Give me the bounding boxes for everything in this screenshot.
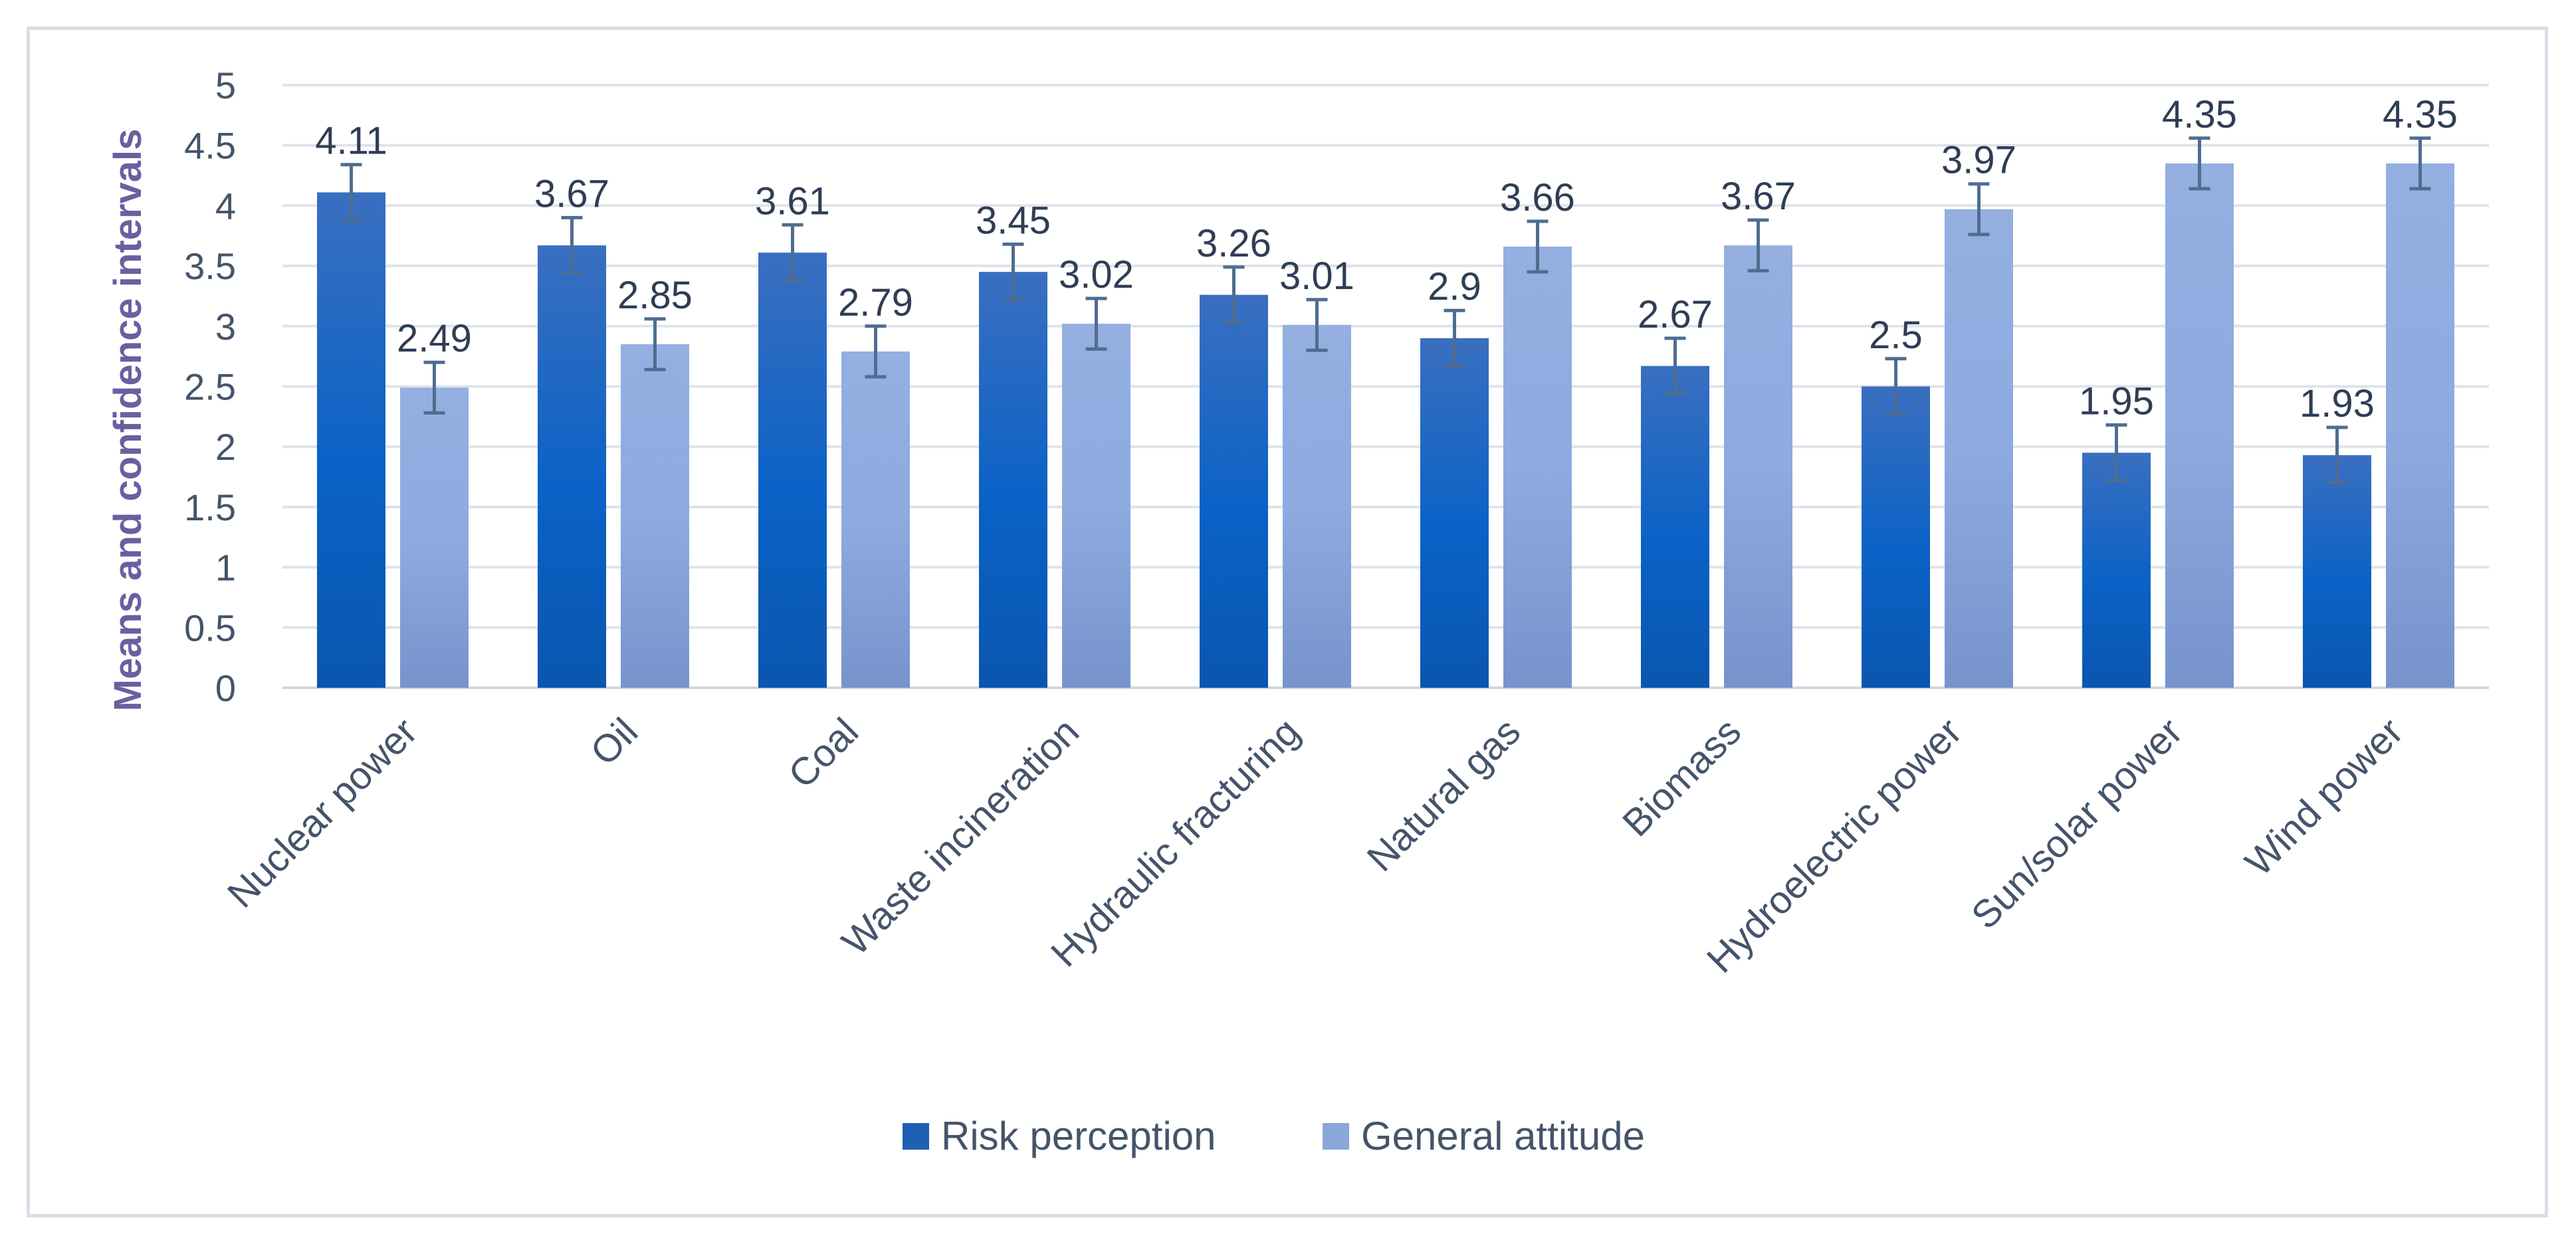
legend-swatch-general-attitude xyxy=(1323,1123,1349,1150)
category-label: Coal xyxy=(780,710,867,796)
data-label-risk-perception: 2.67 xyxy=(1638,293,1713,336)
category-label: Wind power xyxy=(2237,710,2412,884)
category-label: Sun/solar power xyxy=(1963,710,2191,937)
bar-general-attitude xyxy=(1945,209,2013,688)
bar-general-attitude xyxy=(1062,324,1130,688)
data-labels: 4.11 2.49 3.67 2.85 3.61 2.79 3.453.02 3.263.01… xyxy=(315,93,2458,425)
bar-risk-perception xyxy=(758,253,827,688)
bar-general-attitude xyxy=(1724,245,1792,688)
data-label-risk-perception: 4.11 xyxy=(315,120,387,163)
bar-general-attitude xyxy=(841,351,910,688)
bar-risk-perception xyxy=(2082,453,2151,688)
legend-label-general-attitude: General attitude xyxy=(1361,1114,1645,1158)
data-label-risk-perception: 3.67 xyxy=(534,173,609,216)
data-label-general-attitude: 2.85 xyxy=(617,274,693,317)
bar-risk-perception xyxy=(1862,386,1930,688)
bar-risk-perception xyxy=(538,245,606,688)
legend-swatch-risk-perception xyxy=(903,1123,929,1150)
y-tick-label: 5 xyxy=(215,64,236,106)
data-label-general-attitude: 3.01 xyxy=(1279,255,1354,298)
legend-label-risk-perception: Risk perception xyxy=(941,1114,1216,1158)
bar-general-attitude xyxy=(1283,324,1351,688)
data-label-general-attitude: 3.02 xyxy=(1059,253,1134,296)
y-axis-ticks: 0 0.5 1 1.5 2 2.5 3 3.5 4 4.5 5 xyxy=(184,64,236,709)
data-label-general-attitude: 3.67 xyxy=(1721,175,1796,218)
category-label: Hydraulic fracturing xyxy=(1043,710,1308,975)
bar-general-attitude xyxy=(621,344,689,688)
error-bars xyxy=(340,136,2431,485)
y-tick-label: 3.5 xyxy=(184,245,236,287)
y-tick-label: 1 xyxy=(215,547,236,589)
bars xyxy=(317,163,2454,688)
y-tick-label: 0.5 xyxy=(184,607,236,649)
data-label-risk-perception: 3.45 xyxy=(976,199,1051,242)
gridlines xyxy=(282,84,2489,689)
y-tick-label: 2.5 xyxy=(184,366,236,408)
bar-general-attitude xyxy=(400,387,469,688)
y-tick-label: 2 xyxy=(215,426,236,468)
category-label: Natural gas xyxy=(1358,710,1529,880)
data-label-general-attitude: 2.79 xyxy=(838,281,913,324)
data-label-risk-perception: 3.26 xyxy=(1196,222,1271,265)
bar-risk-perception xyxy=(1420,338,1489,688)
category-label: Hydroelectric power xyxy=(1699,710,1970,981)
bar-risk-perception xyxy=(1200,294,1268,688)
bar-general-attitude xyxy=(2386,163,2454,688)
y-tick-label: 0 xyxy=(215,667,236,709)
y-tick-label: 4 xyxy=(215,185,236,227)
y-axis-title: Means and confidence intervals xyxy=(106,129,150,712)
bar-general-attitude xyxy=(2165,163,2234,688)
legend: Risk perception General attitude xyxy=(903,1114,1645,1158)
bar-risk-perception xyxy=(317,192,385,688)
data-label-general-attitude: 2.49 xyxy=(397,317,472,360)
data-label-risk-perception: 3.61 xyxy=(755,179,830,223)
bar-general-attitude xyxy=(1503,247,1572,688)
data-label-risk-perception: 2.9 xyxy=(1428,265,1481,308)
data-label-risk-perception: 1.93 xyxy=(2300,382,2375,425)
bar-risk-perception xyxy=(2303,455,2371,688)
category-label: Nuclear power xyxy=(219,710,425,916)
category-label: Oil xyxy=(582,710,646,774)
category-label: Waste incineration xyxy=(833,710,1087,964)
y-tick-label: 1.5 xyxy=(184,486,236,528)
bar-risk-perception xyxy=(979,272,1047,688)
data-label-general-attitude: 3.66 xyxy=(1500,176,1575,219)
data-label-general-attitude: 3.97 xyxy=(1941,139,2016,182)
data-label-general-attitude: 4.35 xyxy=(2383,93,2458,136)
category-label: Biomass xyxy=(1614,710,1749,845)
data-label-risk-perception: 2.5 xyxy=(1869,314,1923,357)
y-tick-label: 3 xyxy=(215,306,236,348)
data-label-general-attitude: 4.35 xyxy=(2162,93,2237,136)
y-tick-label: 4.5 xyxy=(184,125,236,167)
bar-risk-perception xyxy=(1641,365,1709,688)
data-label-risk-perception: 1.95 xyxy=(2079,380,2154,423)
